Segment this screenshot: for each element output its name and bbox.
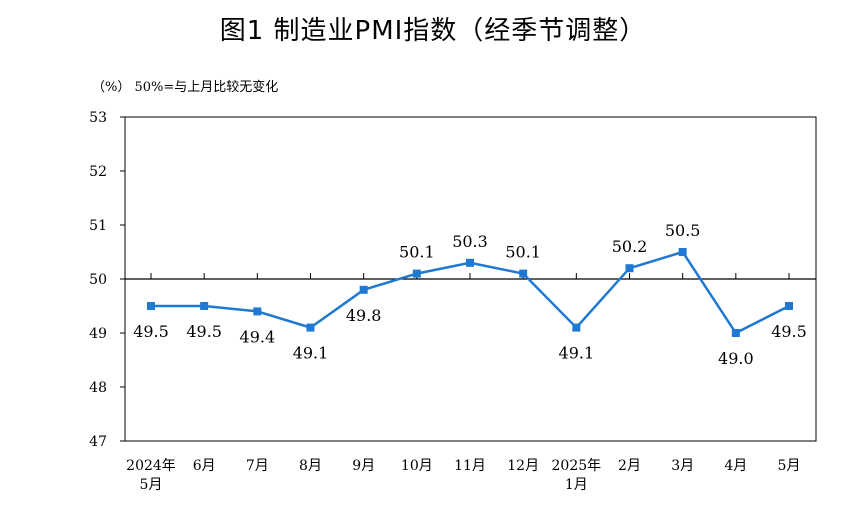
x-tick-label: 2024年 bbox=[126, 458, 176, 474]
x-tick-label: 8月 bbox=[299, 458, 322, 474]
data-label: 49.5 bbox=[771, 322, 807, 341]
data-label: 49.1 bbox=[293, 344, 329, 363]
data-label: 50.1 bbox=[399, 243, 435, 262]
y-tick-label: 53 bbox=[89, 110, 107, 126]
y-tick-label: 50 bbox=[89, 272, 107, 288]
data-point-marker bbox=[572, 323, 581, 332]
data-label: 50.3 bbox=[452, 232, 488, 251]
data-point-marker bbox=[306, 323, 315, 332]
data-label: 50.2 bbox=[612, 237, 648, 256]
x-tick-label: 1月 bbox=[565, 477, 588, 493]
data-labels: 49.5 49.5 49.4 49.1 49.8 50.1 50.3 50.1 49.1 50.2… bbox=[133, 221, 807, 368]
chart-subtitle: （%） 50%=与上月比较无变化 bbox=[92, 80, 279, 95]
x-tick-label: 5月 bbox=[140, 477, 163, 493]
data-point-marker bbox=[412, 269, 421, 278]
series-markers bbox=[147, 248, 793, 337]
data-point-marker bbox=[200, 302, 209, 310]
y-tick-label: 47 bbox=[89, 434, 107, 450]
x-tick-label: 6月 bbox=[193, 458, 216, 474]
data-point-marker bbox=[625, 264, 634, 273]
data-label: 50.5 bbox=[665, 221, 701, 240]
y-tick-label: 48 bbox=[89, 380, 107, 396]
data-point-marker bbox=[785, 302, 793, 310]
x-tick-label: 10月 bbox=[401, 458, 433, 474]
x-tick-label: 11月 bbox=[454, 458, 486, 474]
data-point-marker bbox=[731, 329, 740, 337]
data-point-marker bbox=[466, 258, 474, 267]
data-label: 49.1 bbox=[559, 344, 595, 363]
x-tick-label: 4月 bbox=[724, 458, 747, 474]
x-tick-label: 3月 bbox=[671, 458, 694, 474]
data-label: 49.8 bbox=[346, 306, 382, 325]
y-tick-label: 49 bbox=[89, 326, 107, 342]
chart-title: 图1 制造业PMI指数（经季节调整） bbox=[219, 16, 647, 46]
y-tick-label: 51 bbox=[89, 218, 107, 234]
data-point-marker bbox=[253, 307, 262, 316]
x-tick-label: 7月 bbox=[246, 458, 269, 474]
data-label: 49.5 bbox=[133, 322, 169, 341]
data-point-marker bbox=[678, 248, 687, 256]
data-point-marker bbox=[147, 302, 155, 310]
data-point-marker bbox=[359, 285, 368, 294]
x-tick-label: 2025年 bbox=[552, 458, 602, 474]
data-label: 49.0 bbox=[718, 349, 754, 368]
x-tick-label: 2月 bbox=[618, 458, 641, 474]
data-label: 50.1 bbox=[505, 243, 541, 262]
x-tick-label: 9月 bbox=[352, 458, 375, 474]
x-axis: 2024年 5月 6月 7月 8月 9月 10月 11月 12月 2025年 1月 2月 3月 4月 5月 bbox=[126, 273, 800, 493]
y-tick-label: 52 bbox=[89, 164, 107, 180]
data-point-marker bbox=[519, 269, 528, 278]
data-label: 49.5 bbox=[186, 322, 222, 341]
x-tick-label: 5月 bbox=[778, 458, 801, 474]
y-axis: 47 48 49 50 51 52 53 bbox=[89, 110, 125, 450]
data-label: 49.4 bbox=[240, 327, 276, 346]
x-tick-label: 12月 bbox=[507, 458, 539, 474]
